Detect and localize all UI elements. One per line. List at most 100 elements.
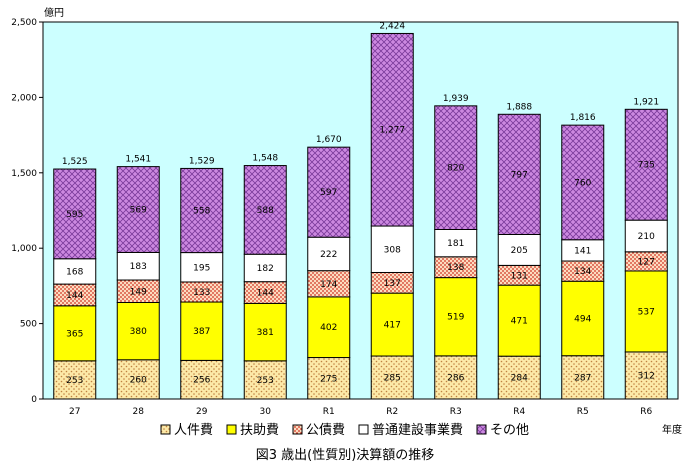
- total-label: 1,541: [125, 155, 151, 165]
- x-unit-label: 年度: [662, 423, 682, 436]
- data-label: 275: [320, 374, 337, 384]
- bar-segment: [53, 305, 97, 362]
- bar-segment: [497, 113, 541, 235]
- total-label: 1,525: [62, 157, 88, 167]
- data-label: 381: [257, 328, 274, 338]
- bar-segment: [624, 219, 668, 253]
- bar-segment: [243, 165, 287, 255]
- legend-swatch: [358, 424, 369, 435]
- bar-segment: [497, 355, 541, 400]
- bar-segment: [116, 166, 160, 253]
- x-tick-label: R6: [640, 407, 652, 417]
- data-label: 735: [638, 161, 655, 171]
- x-tick-label: 29: [196, 407, 208, 417]
- data-label: 131: [511, 271, 528, 281]
- legend-label: 普通建設事業費: [372, 422, 463, 438]
- bar-segment: [116, 251, 160, 281]
- total-label: 1,816: [570, 113, 596, 123]
- data-label: 149: [130, 287, 147, 297]
- data-label: 183: [130, 262, 147, 272]
- y-tick-label: 2,500: [11, 18, 37, 28]
- legend-label: 人件費: [174, 423, 213, 438]
- data-label: 253: [66, 376, 83, 386]
- data-label: 182: [257, 264, 274, 274]
- x-tick-label: R2: [386, 407, 398, 417]
- y-tick-label: 1,500: [11, 169, 37, 179]
- data-label: 402: [320, 323, 337, 333]
- bar-segment: [497, 284, 541, 357]
- data-label: 260: [130, 375, 147, 385]
- data-label: 253: [257, 376, 274, 386]
- data-label: 256: [193, 376, 210, 386]
- x-tick-label: R1: [323, 407, 335, 417]
- total-label: 1,921: [633, 97, 659, 107]
- data-label: 820: [447, 164, 464, 174]
- bars-group: 253 365 144 168 595 1,525 260 380 149 183 569 1,541…: [53, 21, 668, 400]
- bar-segment: [561, 355, 605, 400]
- bar-segment: [243, 253, 287, 283]
- bar-segment: [307, 146, 351, 238]
- x-tick-label: 27: [69, 407, 80, 417]
- bar-segment: [370, 32, 414, 227]
- data-label: 174: [320, 280, 337, 290]
- data-label: 471: [511, 317, 528, 327]
- legend-label: 公債費: [306, 423, 345, 438]
- bar-segment: [624, 108, 668, 221]
- data-label: 595: [66, 210, 83, 220]
- total-label: 2,424: [379, 21, 405, 31]
- y-axis: 0 500 1,000 1,500 2,000 2,500: [11, 18, 43, 405]
- bar-segment: [370, 225, 414, 273]
- legend: 人件費 扶助費 公債費 普通建設事業費 その他: [160, 422, 529, 438]
- data-label: 387: [193, 327, 210, 337]
- data-label: 365: [66, 329, 83, 339]
- legend-label: 扶助費: [240, 423, 279, 438]
- data-label: 285: [384, 374, 401, 384]
- data-label: 312: [638, 371, 655, 381]
- data-label: 138: [447, 263, 464, 273]
- data-label: 760: [574, 178, 591, 188]
- data-label: 144: [257, 289, 274, 299]
- data-label: 144: [66, 291, 83, 301]
- total-label: 1,888: [506, 102, 532, 112]
- data-label: 1,277: [379, 126, 405, 136]
- bar-segment: [624, 351, 668, 400]
- legend-swatch: [292, 424, 303, 435]
- data-label: 588: [257, 206, 274, 216]
- data-label: 168: [66, 267, 83, 277]
- x-tick-label: R5: [577, 407, 589, 417]
- data-label: 569: [130, 206, 147, 216]
- total-label: 1,670: [316, 135, 342, 145]
- y-tick-label: 500: [20, 320, 37, 330]
- bar-segment: [434, 277, 478, 357]
- bar-segment: [180, 359, 224, 400]
- chart-title: 図3 歳出(性質別)決算額の推移: [256, 448, 435, 463]
- data-label: 195: [193, 263, 210, 273]
- data-label: 537: [638, 307, 655, 317]
- bar-segment: [243, 302, 287, 362]
- data-label: 210: [638, 232, 655, 242]
- bar-segment: [307, 236, 351, 272]
- x-tick-label: R4: [513, 407, 525, 417]
- legend-swatch: [160, 424, 171, 435]
- bar-segment: [180, 252, 224, 283]
- bar-segment: [307, 270, 351, 298]
- data-label: 286: [447, 373, 464, 383]
- data-label: 597: [320, 188, 337, 198]
- total-label: 1,939: [443, 94, 469, 104]
- bar-segment: [180, 167, 224, 254]
- bar-segment: [370, 292, 414, 357]
- data-label: 181: [447, 239, 464, 249]
- x-tick-label: 28: [133, 407, 145, 417]
- x-tick-label: 30: [260, 407, 272, 417]
- bar-segment: [307, 296, 351, 359]
- x-tick-label: R3: [450, 407, 462, 417]
- data-label: 494: [574, 314, 591, 324]
- y-tick-label: 2,000: [11, 93, 37, 103]
- legend-swatch: [476, 424, 487, 435]
- bar-segment: [624, 270, 668, 353]
- bar-segment: [116, 301, 160, 361]
- bar-segment: [434, 105, 478, 231]
- total-label: 1,548: [252, 154, 278, 164]
- data-label: 417: [384, 321, 401, 331]
- data-label: 284: [511, 374, 528, 384]
